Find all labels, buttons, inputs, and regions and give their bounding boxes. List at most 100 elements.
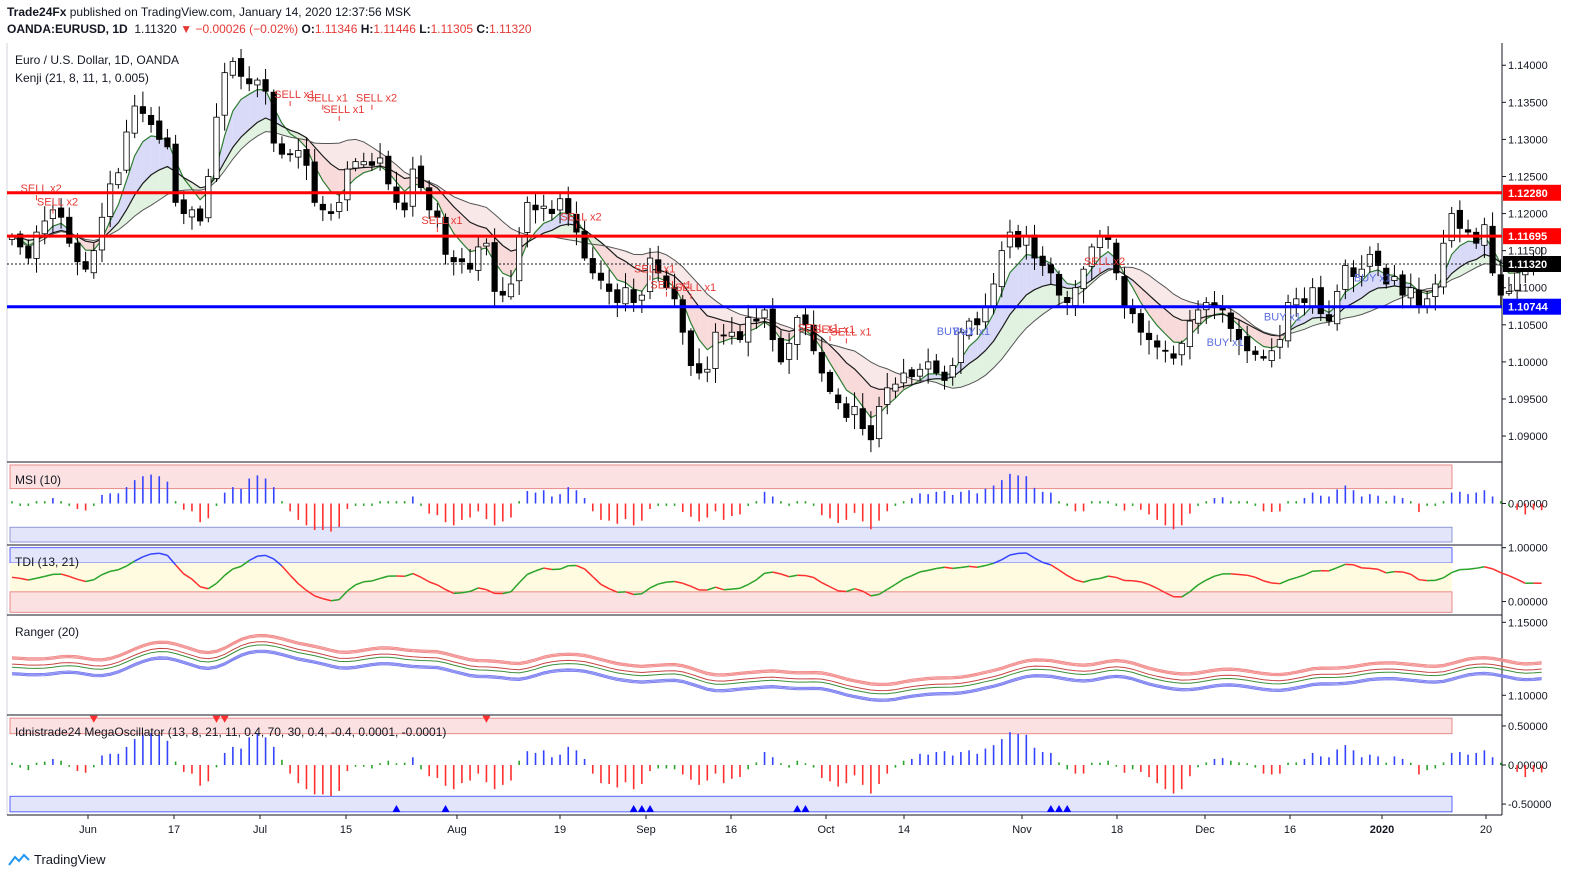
candle-body bbox=[229, 61, 236, 76]
tdi-line-segment bbox=[985, 562, 994, 567]
tdi-line-segment bbox=[1238, 573, 1248, 576]
candle-body bbox=[131, 105, 138, 134]
tdi-line-segment bbox=[461, 590, 471, 594]
tdi-line-segment bbox=[159, 552, 168, 557]
candle-body bbox=[1440, 242, 1447, 288]
tdi-line-segment bbox=[11, 576, 21, 580]
kenji-cloud-segment bbox=[331, 164, 340, 196]
candle-body bbox=[900, 372, 907, 384]
symbol-info: OANDA:EURUSD, 1D 1.11320 ▼ −0.00026 (−0.… bbox=[7, 22, 532, 36]
tdi-line-segment bbox=[788, 574, 798, 578]
tdi-line-segment bbox=[1042, 561, 1052, 566]
candle-body bbox=[164, 137, 171, 148]
kenji-band-segment bbox=[1149, 275, 1158, 303]
candle-body bbox=[990, 283, 997, 309]
tdi-line-segment bbox=[436, 584, 446, 591]
tdi-line-segment bbox=[674, 580, 683, 585]
tdi-line-segment bbox=[207, 582, 217, 590]
tdi-line-segment bbox=[510, 582, 520, 593]
publisher-name[interactable]: Trade24Fx bbox=[7, 5, 67, 19]
kenji-band-segment bbox=[232, 137, 242, 159]
kenji-cloud-segment bbox=[838, 353, 847, 391]
tdi-line-segment bbox=[134, 556, 144, 562]
kenji-cloud-segment bbox=[1165, 309, 1174, 343]
candle-body bbox=[409, 168, 416, 207]
price-tick-label: 1.10000 bbox=[1508, 357, 1548, 369]
time-tick-label: Aug bbox=[447, 824, 467, 836]
time-tick-label: Jun bbox=[79, 824, 97, 836]
tdi-line-segment bbox=[20, 577, 29, 581]
close-label: C: bbox=[476, 22, 490, 36]
tdi-line-segment bbox=[1165, 592, 1174, 598]
candle-body bbox=[908, 369, 915, 378]
candle-body bbox=[483, 242, 490, 247]
tdi-line-segment bbox=[968, 565, 978, 568]
chart-canvas[interactable]: 1.09000 1.09500 1.10000 1.10500 1.11000 1.115… bbox=[0, 0, 1572, 850]
kenji-cloud-segment bbox=[224, 110, 233, 162]
tdi-line-segment bbox=[780, 573, 790, 578]
candle-body bbox=[826, 371, 834, 392]
kenji-band-segment bbox=[625, 251, 634, 268]
sell-signal-label: SELL x2 bbox=[1084, 256, 1125, 268]
tdi-line-segment bbox=[739, 583, 749, 589]
tdi-line-segment bbox=[150, 552, 160, 555]
candle-body bbox=[327, 211, 335, 214]
tdi-line-segment bbox=[707, 586, 716, 591]
kenji-band-segment bbox=[969, 358, 978, 385]
tdi-line-segment bbox=[1435, 577, 1444, 582]
tdi-line-segment bbox=[289, 574, 299, 585]
candle-body bbox=[712, 331, 719, 369]
tdi-line-segment bbox=[1418, 578, 1428, 582]
candle-body bbox=[859, 408, 866, 430]
high-value: 1.11446 bbox=[373, 22, 416, 36]
kenji-band-segment bbox=[952, 370, 961, 389]
tdi-line-segment bbox=[576, 564, 585, 570]
footer-brand[interactable]: TradingView bbox=[34, 852, 106, 867]
candle-body bbox=[1031, 234, 1038, 259]
time-tick-label: 19 bbox=[554, 824, 566, 836]
tdi-line-segment bbox=[977, 564, 986, 568]
kenji-cloud-segment bbox=[1369, 269, 1379, 292]
tdi-line-segment bbox=[772, 571, 782, 575]
kenji-band-segment bbox=[281, 126, 291, 138]
tdi-line-segment bbox=[166, 554, 177, 566]
sell-signal-label: SELL x1 bbox=[274, 89, 315, 101]
tradingview-logo-icon bbox=[8, 853, 30, 866]
ranger-green-line bbox=[11, 644, 1542, 695]
kenji-band-segment bbox=[1026, 289, 1035, 329]
kenji-band-segment bbox=[1468, 259, 1477, 272]
candle-body bbox=[777, 338, 785, 363]
kenji-cloud-segment bbox=[617, 256, 626, 283]
kenji-cloud-segment bbox=[241, 94, 250, 138]
tdi-line-segment bbox=[257, 554, 266, 557]
candle-body bbox=[1072, 287, 1079, 307]
sell-signal-label: SELL x2 bbox=[37, 197, 78, 209]
tdi-line-segment bbox=[1009, 552, 1019, 556]
tdi-line-segment bbox=[142, 553, 152, 558]
kenji-band-segment bbox=[879, 366, 888, 390]
kenji-cloud-segment bbox=[1157, 302, 1166, 334]
buy-signal-label: BUY x1 bbox=[953, 326, 990, 338]
candle-body bbox=[376, 157, 384, 164]
kenji-band-segment bbox=[314, 143, 323, 156]
ranger-upper-band bbox=[11, 635, 1542, 685]
tdi-line-segment bbox=[878, 588, 888, 596]
tdi-line-segment bbox=[469, 587, 479, 593]
candle-body bbox=[1178, 342, 1185, 356]
candle-body bbox=[1276, 339, 1283, 348]
change-down-icon: ▼ bbox=[180, 22, 193, 36]
kenji-band-segment bbox=[1165, 287, 1174, 317]
kenji-cloud-segment bbox=[1026, 254, 1035, 295]
candle-body bbox=[1137, 313, 1144, 333]
tdi-line-segment bbox=[1083, 579, 1092, 583]
price-tick-label: 1.14000 bbox=[1508, 60, 1548, 72]
kenji-cloud-segment bbox=[461, 214, 471, 252]
tdi-line-segment bbox=[1197, 579, 1207, 586]
osc-lower-band bbox=[9, 795, 1453, 813]
tdi-line-segment bbox=[535, 567, 544, 572]
tdi-line-segment bbox=[755, 572, 766, 581]
candle-body bbox=[295, 150, 302, 158]
candle-body bbox=[875, 405, 883, 440]
candle-body bbox=[794, 316, 801, 345]
kenji-band-segment bbox=[478, 205, 487, 229]
